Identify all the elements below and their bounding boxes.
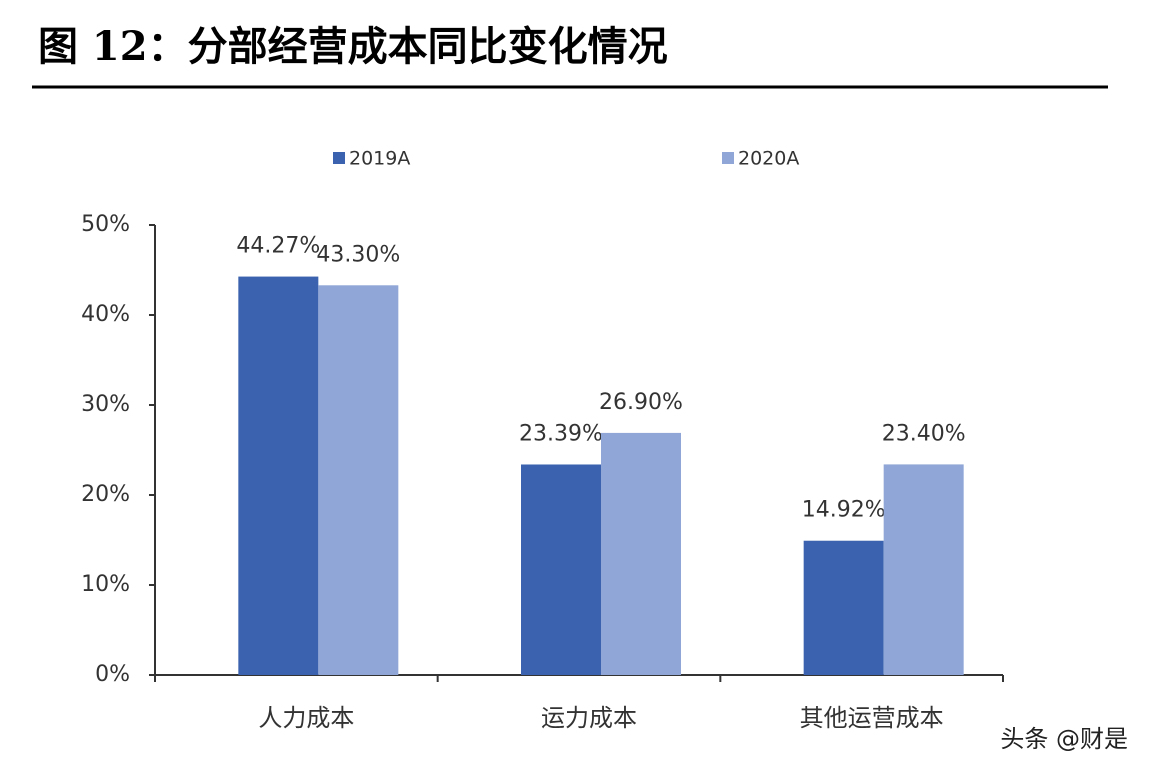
legend-label: 2020A: [738, 148, 799, 170]
x-tick-label: 运力成本: [541, 704, 637, 732]
y-tick-label: 40%: [81, 302, 130, 327]
y-tick-label: 50%: [81, 212, 130, 237]
value-label: 23.39%: [519, 421, 603, 446]
value-label: 14.92%: [802, 498, 886, 523]
chart-title: 图 12：分部经营成本同比变化情况: [38, 23, 668, 70]
x-tick-label: 其他运营成本: [800, 704, 944, 732]
bar: [238, 276, 319, 675]
y-tick-label: 20%: [81, 482, 130, 507]
y-tick-label: 30%: [81, 392, 130, 417]
value-label: 43.30%: [316, 242, 400, 267]
watermark: 头条 @财是: [1000, 725, 1128, 753]
bar: [318, 285, 399, 675]
legend-label: 2019A: [349, 148, 410, 170]
legend-swatch: [333, 152, 345, 164]
bar: [803, 540, 884, 675]
y-tick-label: 10%: [81, 572, 130, 597]
bar: [883, 464, 964, 675]
bar: [601, 432, 681, 675]
value-label: 26.90%: [599, 390, 683, 415]
value-label: 44.27%: [236, 234, 320, 259]
value-label: 23.40%: [882, 421, 966, 446]
legend-swatch: [722, 152, 734, 164]
y-tick-label: 0%: [95, 662, 130, 687]
x-tick-label: 人力成本: [258, 704, 354, 732]
bar: [521, 464, 601, 675]
